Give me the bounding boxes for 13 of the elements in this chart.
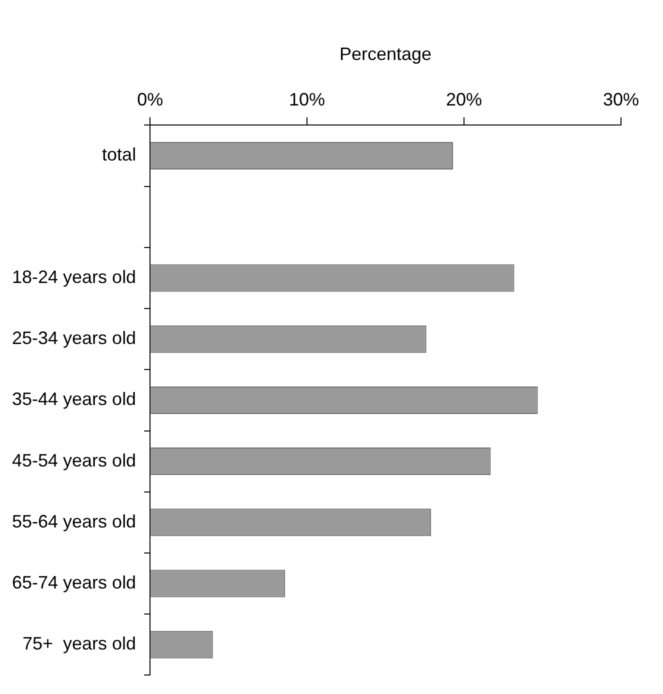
x-tick-label: 20% bbox=[446, 89, 482, 110]
y-tick-label: 45-54 years old bbox=[12, 450, 136, 470]
y-tick-label: 25-34 years old bbox=[12, 328, 136, 348]
y-tick-label: 35-44 years old bbox=[12, 389, 136, 410]
x-tick-label: 30% bbox=[602, 89, 640, 110]
y-tick-label: 18-24 years old bbox=[12, 266, 136, 287]
y-tick-label: total bbox=[102, 144, 136, 165]
x-axis-title: Percentage bbox=[340, 44, 432, 64]
y-tick-label: 75+ years old bbox=[22, 634, 136, 654]
y-tick-label: 65-74 years old bbox=[12, 572, 136, 592]
y-tick-label: 55-64 years old bbox=[12, 511, 136, 532]
x-tick-label: 10% bbox=[289, 89, 326, 110]
x-tick-label: 0% bbox=[137, 89, 164, 110]
